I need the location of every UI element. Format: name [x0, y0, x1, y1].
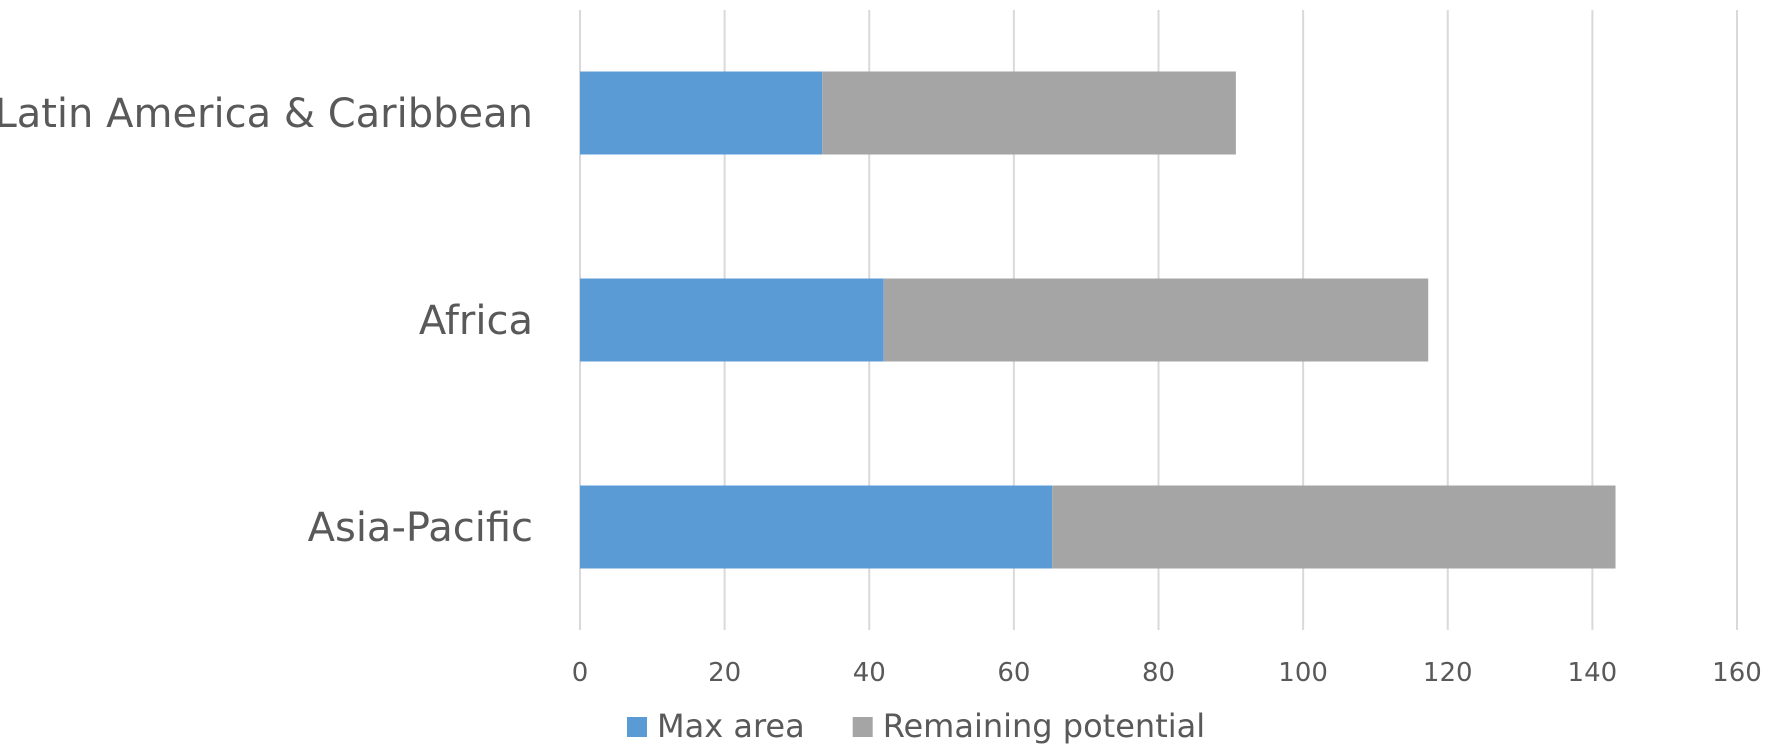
legend: Max area Remaining potential [627, 707, 1205, 745]
category-label: Africa [419, 298, 533, 344]
x-tick-label: 100 [1278, 658, 1328, 688]
legend-swatch-remaining-potential [852, 717, 873, 737]
category-label: Asia-Pacific [308, 505, 533, 551]
bar-layer [580, 71, 1616, 569]
x-tick-label: 140 [1568, 658, 1618, 688]
x-tick-label: 20 [708, 658, 741, 688]
category-label: Latin America & Caribbean [0, 91, 533, 137]
bar-remaining-potential-0 [822, 71, 1236, 155]
bar-max-area-1 [580, 278, 884, 362]
category-labels: Latin America & Caribbean Africa Asia-Paci… [0, 91, 533, 551]
x-tick-label: 160 [1712, 658, 1762, 688]
bar-max-area-2 [580, 485, 1053, 569]
x-tick-label: 80 [1142, 658, 1175, 688]
bar-remaining-potential-2 [1052, 485, 1616, 569]
bar-max-area-0 [580, 71, 823, 155]
x-tick-label: 60 [997, 658, 1030, 688]
legend-label: Remaining potential [883, 707, 1205, 745]
legend-swatch-max-area [627, 717, 647, 737]
bar-remaining-potential-1 [883, 278, 1429, 362]
x-axis-tick-labels: 0 20 40 60 80 100 120 140 160 [572, 658, 1762, 688]
x-tick-label: 120 [1423, 658, 1473, 688]
x-tick-label: 0 [572, 658, 589, 688]
x-tick-label: 40 [853, 658, 886, 688]
legend-label: Max area [657, 707, 805, 745]
